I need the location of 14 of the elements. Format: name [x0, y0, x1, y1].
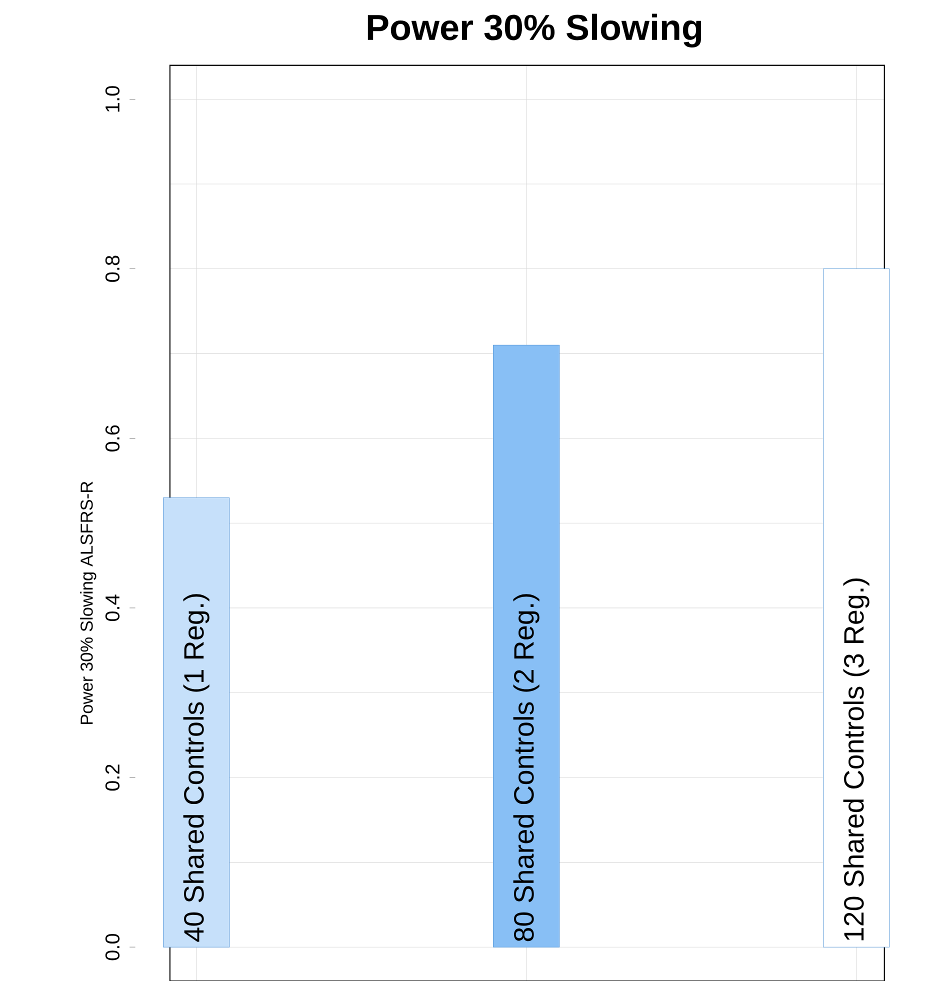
- y-tick-label: 1.0: [105, 86, 120, 112]
- y-tick-label: 0.6: [105, 425, 120, 452]
- x-tick-label: 120 Shared Controls (3 Reg.): [843, 578, 870, 940]
- bar: [162, 497, 230, 948]
- y-tick-label: 0.4: [105, 594, 120, 622]
- chart-title: Power 30% Slowing: [368, 14, 701, 48]
- y-tick-label: 0.8: [105, 256, 120, 282]
- bar: [822, 268, 890, 948]
- x-tick-label: 40 Shared Controls (1 Reg.): [183, 594, 210, 942]
- bar: [492, 344, 560, 948]
- y-axis-title: Power 30% Slowing ALSFRS-R: [80, 482, 96, 724]
- x-tick-label: 80 Shared Controls (2 Reg.): [513, 594, 540, 942]
- y-tick-label: 0.2: [105, 764, 120, 791]
- y-tick-label: 0.0: [105, 934, 120, 960]
